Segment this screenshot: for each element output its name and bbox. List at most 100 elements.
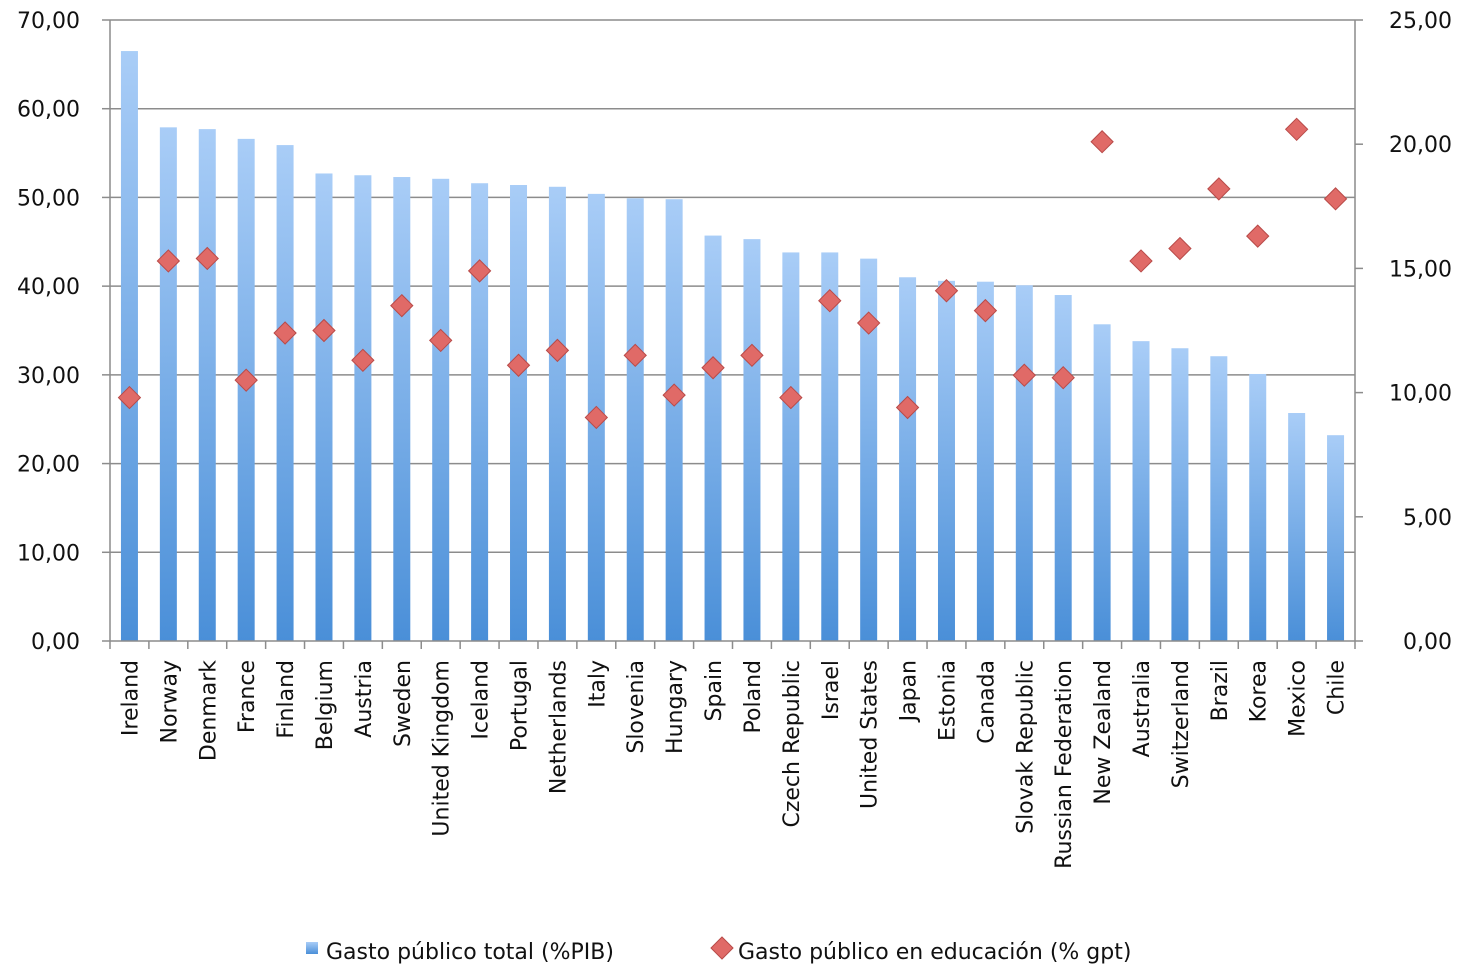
marker-point [1051,365,1075,390]
legend: Gasto público total (%PIB) Gasto público… [306,936,1131,965]
bar [120,51,138,642]
marker-point [779,385,803,410]
left-tick-label: 20,00 [17,453,80,478]
bar [432,178,450,641]
right-tick-label: 5,00 [1403,506,1452,531]
marker-point [545,338,570,363]
bar [510,185,528,641]
category-label: Australia [1130,660,1155,757]
category-label: Italy [585,660,610,708]
right-tick-label: 0,00 [1403,630,1452,655]
marker-point [156,249,181,273]
category-label: Netherlands [546,660,571,794]
marker-point [934,279,959,303]
right-axis-ticks: 0,00 5,00 10,00 15,00 20,00 25,00 [1389,9,1452,655]
bar [1288,413,1306,641]
category-label: Japan [897,660,922,723]
category-label: Spain [702,660,727,721]
left-tick-label: 30,00 [17,364,80,389]
marker-point [1168,236,1192,261]
legend-label-diamonds: Gasto público en educación (% gpt) [738,940,1131,965]
legend-swatch-diamond [710,936,734,960]
category-label: Iceland [469,660,494,740]
marker-point [273,321,297,345]
marker-point [895,395,920,420]
marker-point [584,405,609,430]
category-label: New Zealand [1091,660,1116,805]
bar [1171,348,1189,641]
category-label: Russian Federation [1052,660,1077,869]
right-tick-label: 20,00 [1389,133,1452,158]
marker-point [117,385,142,410]
legend-label-bars: Gasto público total (%PIB) [326,940,614,965]
category-label: Portugal [508,660,533,751]
marker-point [390,293,414,318]
bar [665,199,683,641]
right-tick-label: 15,00 [1389,257,1452,282]
axes [102,19,1363,649]
marker-point [740,343,764,368]
bar [159,127,177,641]
category-label: Slovenia [624,660,649,754]
marker-point [428,328,453,353]
bar [1327,435,1345,641]
bar [1093,324,1111,641]
category-label: Austria [352,660,377,738]
marker-point [1207,177,1231,201]
marker-point [701,356,725,380]
legend-swatch-bars [306,942,318,954]
category-label: Belgium [313,660,338,750]
marker-point [818,288,842,313]
category-label: Finland [274,660,299,739]
gridlines [110,19,1355,554]
marker-point [973,298,998,323]
bar [1054,295,1072,641]
category-label: Slovak Republic [1013,660,1038,834]
category-label: United States [858,660,883,809]
category-label: Chile [1325,660,1350,715]
right-tick-label: 25,00 [1389,9,1452,34]
bar [937,280,955,641]
bar [548,186,566,642]
left-tick-label: 0,00 [31,630,80,655]
bar [315,173,333,641]
category-label: Brazil [1208,660,1233,721]
marker-point [662,383,686,407]
marker-point [1323,187,1348,211]
bar [1015,285,1033,641]
bar [976,281,994,641]
marker-point [234,368,258,392]
marker-point [195,246,219,271]
bar [743,239,761,642]
left-tick-label: 40,00 [17,275,80,300]
bar [899,277,917,641]
bar [1210,356,1228,641]
marker-point [1012,363,1037,387]
bar [821,252,839,641]
category-labels: Ireland Norway Denmark France Finland Belgium… [118,660,1349,869]
marker-point [623,343,647,368]
bar [782,252,800,641]
category-label: Sweden [391,660,416,747]
category-label: Korea [1247,660,1272,722]
category-label: Israel [819,660,844,720]
category-label: Estonia [935,660,960,741]
bar [276,145,294,641]
category-label: Ireland [118,660,143,736]
category-label: France [235,660,260,733]
category-label: Czech Republic [780,660,805,828]
bar [354,175,372,641]
category-label: United Kingdom [430,660,455,837]
category-label: Mexico [1286,660,1311,737]
marker-point [467,259,492,283]
marker-series [117,117,1348,430]
category-label: Hungary [663,660,688,754]
left-tick-label: 50,00 [17,186,80,211]
marker-point [506,353,531,377]
left-tick-label: 60,00 [17,98,80,123]
left-axis-ticks: 0,00 10,00 20,00 30,00 40,00 50,00 60,00 70,00 [17,9,80,655]
category-label: Canada [974,660,999,744]
bar [626,198,644,641]
marker-point [312,318,336,343]
